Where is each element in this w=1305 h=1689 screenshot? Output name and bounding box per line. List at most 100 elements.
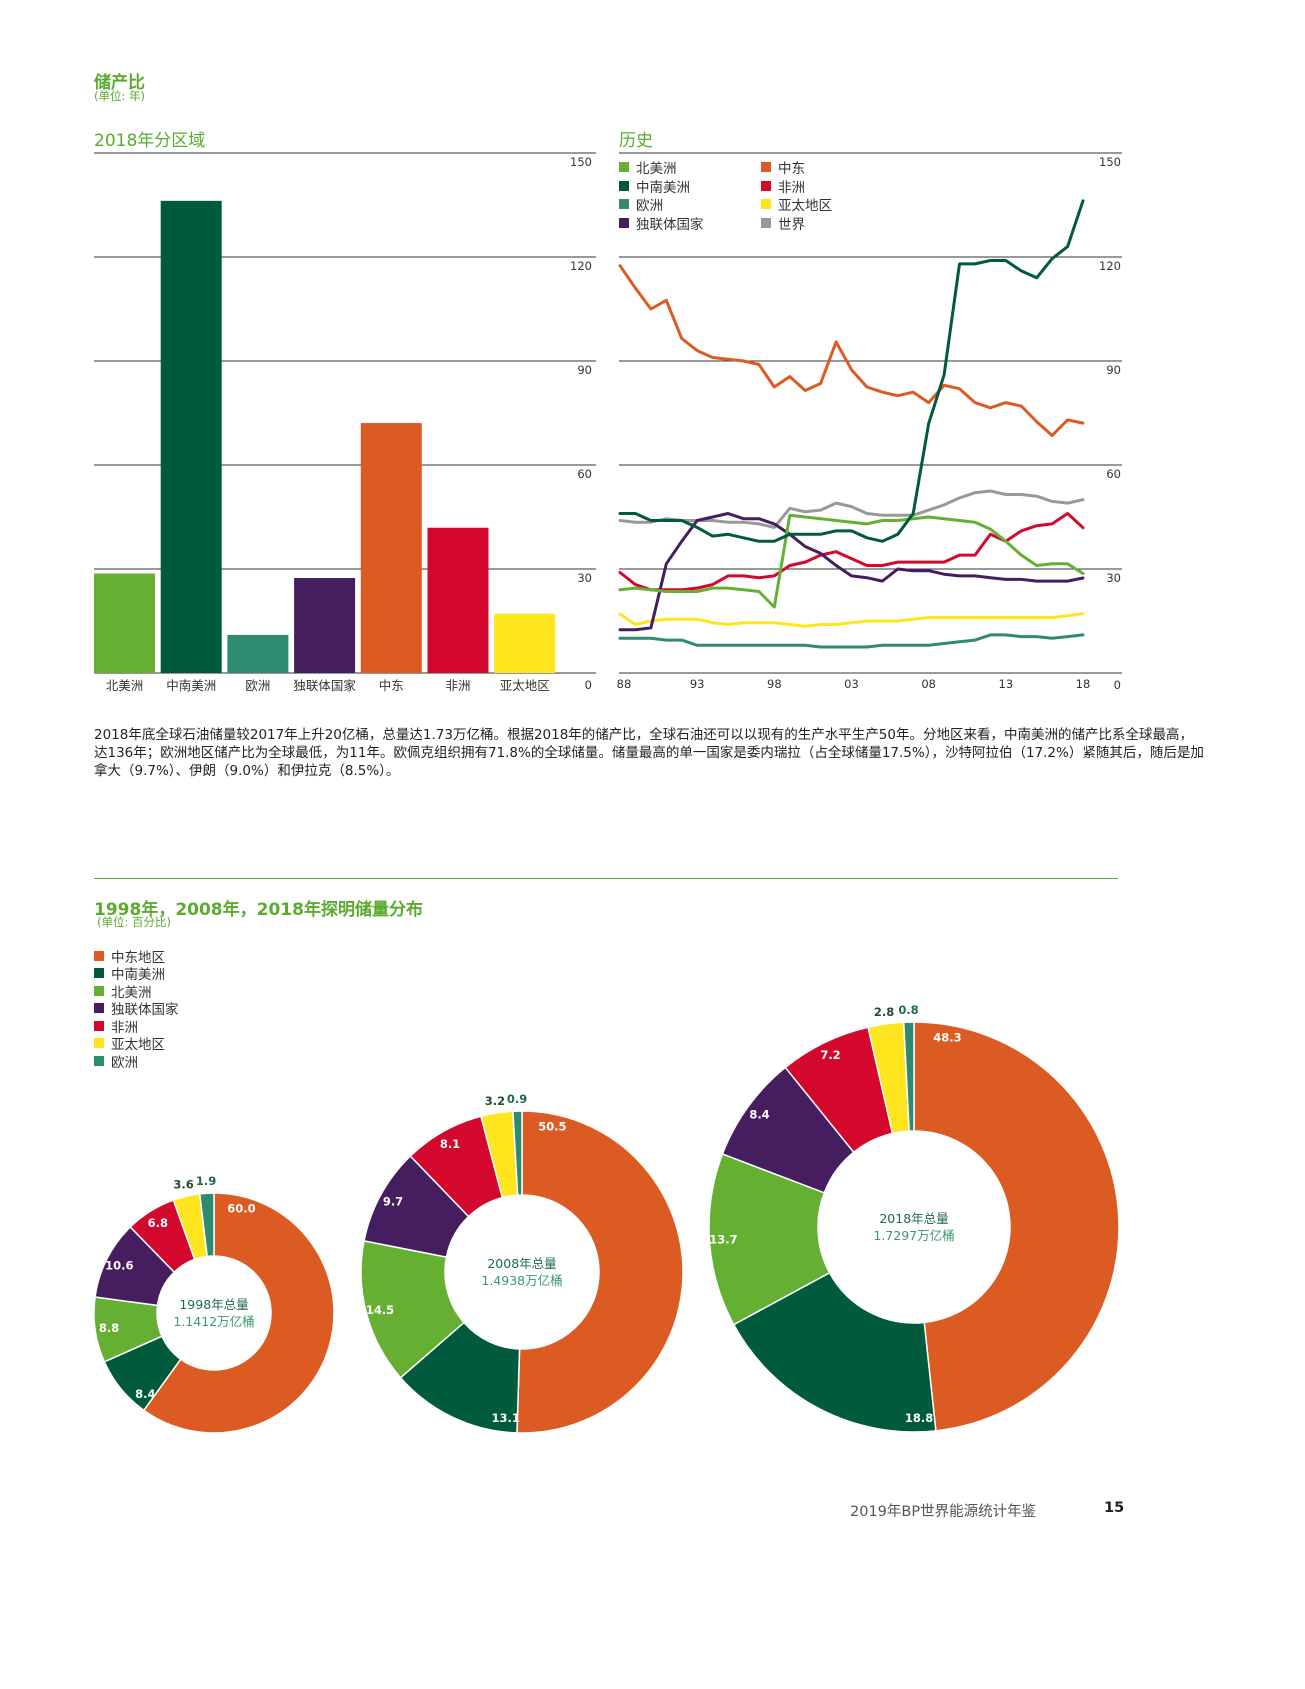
legend-swatch [619, 162, 629, 173]
donut-value-label: 0.9 [507, 1092, 527, 1106]
donut-center-label: 1998年总量 [179, 1297, 248, 1312]
legend-item-scs-america: 中南美洲 [619, 177, 761, 196]
bar [494, 613, 556, 673]
donut-center-total: 1.4938万亿桶 [481, 1273, 562, 1288]
donut-value-label: 0.8 [898, 1003, 918, 1017]
legend-swatch [619, 217, 629, 228]
series-line [618, 633, 1085, 649]
donut-value-label: 6.8 [148, 1216, 168, 1230]
legend-label: 亚太地区 [111, 1037, 165, 1054]
line-chart-heading: 历史 [619, 131, 653, 151]
legend-item-asia-pacific: 亚太地区 [761, 195, 881, 214]
donut-value-label: 50.5 [538, 1119, 566, 1133]
x-tick-label: 亚太地区 [500, 678, 550, 693]
y-tick-label: 60 [1106, 467, 1121, 481]
y-tick-label: 150 [570, 155, 592, 169]
legend-label: 亚太地区 [778, 198, 832, 215]
x-tick-label: 欧洲 [245, 678, 270, 693]
bar [160, 200, 222, 673]
legend-item-europe: 欧洲 [619, 195, 761, 214]
donut-slice [142, 1192, 335, 1434]
donut-value-label: 14.5 [366, 1303, 394, 1317]
legend-swatch [619, 180, 629, 191]
legend-label: 非洲 [778, 179, 805, 196]
donut-value-label: 18.8 [905, 1411, 933, 1425]
legend-swatch [761, 162, 771, 173]
donut-value-label: 3.6 [173, 1178, 193, 1192]
donut-value-label: 7.2 [820, 1048, 840, 1062]
legend-label: 中东 [778, 161, 805, 178]
y-tick-label: 90 [1106, 363, 1121, 377]
donut-center-label: 2008年总量 [487, 1256, 556, 1271]
legend-label: 中南美洲 [636, 179, 690, 196]
donut-value-label: 1.9 [196, 1174, 216, 1188]
donut-slice [902, 1021, 915, 1132]
donut-center-label: 2018年总量 [879, 1211, 948, 1226]
y-tick-label: 150 [1099, 155, 1121, 169]
x-tick-label: 98 [767, 677, 782, 691]
donut-charts: 60.0 8.4 8.8 10.6 6.8 3.6 1.9 1998年总量 1.1412万亿桶 5… [93, 1003, 1120, 1434]
x-tick-label: 北美洲 [106, 678, 144, 693]
x-tick-label: 03 [844, 677, 859, 691]
legend-item-africa: 非洲 [94, 1017, 179, 1036]
bar [360, 423, 422, 673]
donut-slice [512, 1110, 523, 1196]
legend-item-asia-pacific: 亚太地区 [94, 1035, 179, 1053]
legend-swatch [94, 1020, 104, 1031]
x-tick-label: 18 [1076, 677, 1091, 691]
donut-value-label: 2.8 [874, 1005, 894, 1019]
donut-value-label: 8.4 [749, 1108, 769, 1122]
page-number: 15 [1104, 1500, 1125, 1516]
donut-value-label: 60.0 [227, 1201, 255, 1215]
donut-value-label: 8.8 [99, 1321, 119, 1335]
series-line [618, 199, 1085, 543]
donut-legend: 中东地区 中南美洲 北美洲 独联体国家 非洲 亚太地区 欧洲 [94, 947, 179, 1071]
legend-item-africa: 非洲 [761, 177, 881, 196]
section-divider [94, 878, 1118, 879]
bar [427, 527, 489, 673]
donut-center-total: 1.1412万亿桶 [173, 1314, 254, 1329]
y-tick-label: 120 [570, 259, 592, 273]
legend-label: 北美洲 [636, 161, 677, 178]
bar-chart: 0 30 60 90 120 150 北美洲 中南美洲 欧洲 独联体国家 中东 非洲 亚太地区 [94, 152, 596, 693]
donut-value-label: 8.4 [135, 1387, 155, 1401]
donut-value-label: 48.3 [933, 1031, 961, 1045]
donut-value-label: 9.7 [383, 1195, 403, 1209]
legend-swatch [761, 199, 771, 210]
y-tick-label: 60 [577, 467, 592, 481]
donut-section-title: 1998年，2008年，2018年探明储量分布 [94, 900, 423, 920]
line-chart: 0 30 60 90 120 150 88 93 98 03 08 13 18 [617, 152, 1122, 692]
legend-label: 中南美洲 [111, 967, 165, 984]
x-tick-label: 非洲 [445, 678, 470, 693]
legend-swatch [619, 199, 629, 210]
summary-paragraph: 2018年底全球石油储量较2017年上升20亿桶，总量达1.73万亿桶。根据20… [94, 727, 1204, 779]
legend-item-europe: 欧洲 [94, 1052, 179, 1071]
legend-item-middle-east: 中东地区 [94, 947, 179, 966]
x-tick-label: 93 [690, 677, 705, 691]
page-title: 储产比 [94, 73, 145, 93]
legend-label: 欧洲 [111, 1054, 138, 1071]
legend-label: 中东地区 [111, 949, 165, 966]
legend-label: 北美洲 [111, 984, 152, 1001]
bar [294, 578, 356, 673]
legend-label: 欧洲 [636, 198, 663, 215]
legend-swatch [761, 180, 771, 191]
y-tick-label: 30 [1106, 571, 1121, 585]
x-tick-label: 08 [921, 677, 936, 691]
donut-value-label: 8.1 [440, 1137, 460, 1151]
x-tick-label: 88 [617, 677, 632, 691]
legend-swatch [94, 1055, 104, 1066]
legend-item-north-america: 北美洲 [619, 158, 761, 177]
legend-swatch [761, 217, 771, 228]
footer-text: 2019年BP世界能源统计年鉴 [850, 1504, 1037, 1520]
series-line [618, 512, 1085, 632]
legend-label: 世界 [778, 216, 805, 233]
donut-slice [516, 1110, 684, 1434]
series-line [618, 612, 1085, 628]
donut-value-label: 13.7 [709, 1233, 737, 1247]
y-tick-label: 0 [585, 678, 592, 692]
legend-swatch [94, 1038, 104, 1049]
y-tick-label: 90 [577, 363, 592, 377]
x-tick-label: 13 [999, 677, 1014, 691]
bar-chart-heading: 2018年分区域 [94, 131, 206, 151]
